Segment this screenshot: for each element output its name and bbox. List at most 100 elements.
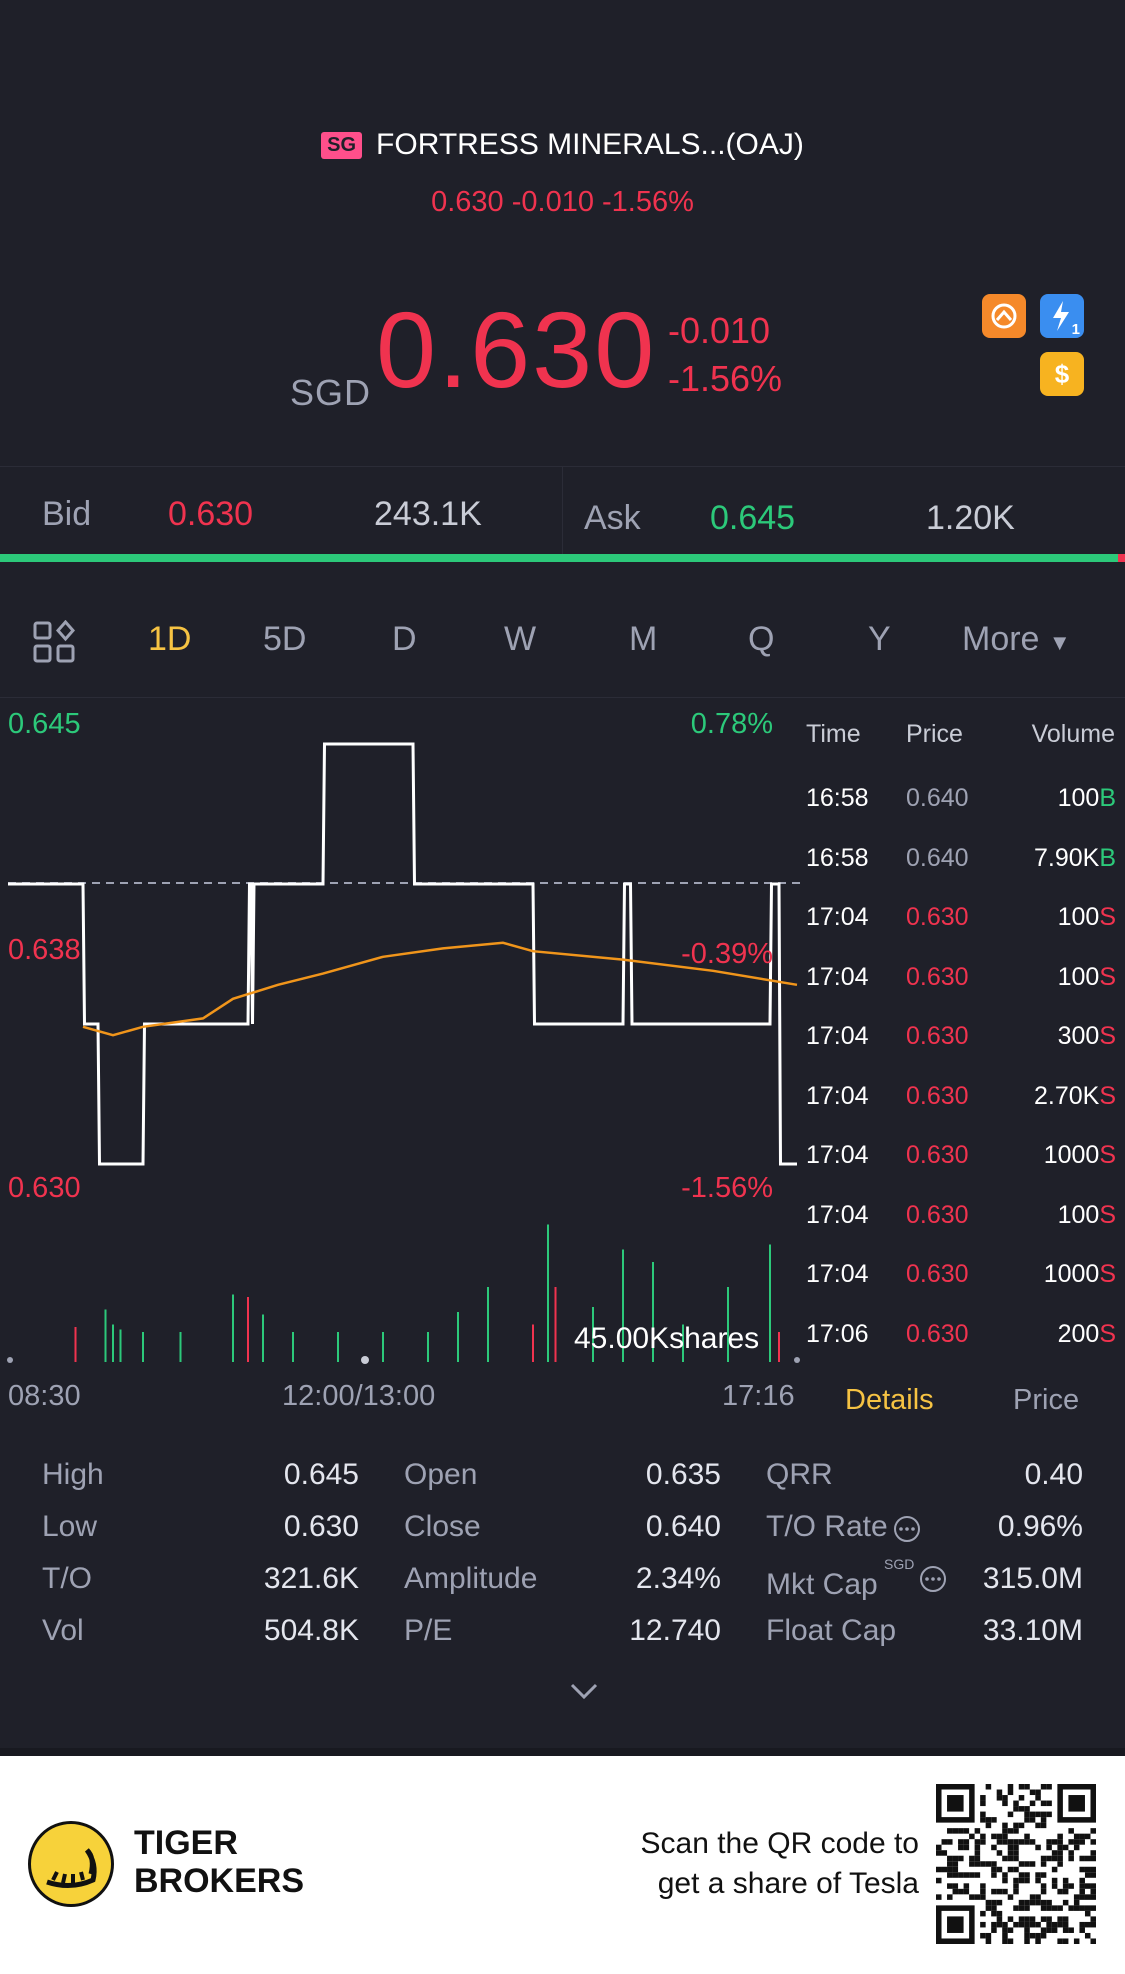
tab-price[interactable]: Price <box>1013 1384 1080 1416</box>
trade-volume-value: 7.90K <box>1033 843 1100 872</box>
time-marker-dot <box>7 1357 13 1363</box>
bid-ask-divider <box>562 467 563 559</box>
stat-value: 0.635 <box>645 1458 721 1491</box>
volume-bar <box>247 1297 249 1362</box>
volume-bar <box>592 1307 594 1362</box>
mkt-cap-currency: SGD <box>884 1556 915 1572</box>
trade-price: 0.630 <box>906 1319 969 1348</box>
brand-line-2: BROKERS <box>134 1862 305 1900</box>
trade-side: S <box>1099 903 1116 931</box>
tab-5d[interactable]: 5D <box>263 620 307 658</box>
bid-price: 0.630 <box>168 495 254 533</box>
trade-price: 0.630 <box>906 1022 969 1050</box>
volume-bar <box>682 1324 684 1362</box>
stat-value: 504.8K <box>263 1614 359 1647</box>
trade-volume-value: 100 <box>1057 784 1100 812</box>
stock-subtitle: 0.630 -0.010 -1.56% <box>431 186 694 218</box>
trade-time: 17:04 <box>806 903 869 931</box>
pct-label-top: 0.78% <box>690 708 773 740</box>
trade-side: S <box>1099 1081 1116 1110</box>
volume-bar <box>652 1262 654 1362</box>
volume-scale-label: 45.00Kshares <box>574 1322 760 1355</box>
chart-type-icon[interactable] <box>32 619 76 669</box>
brand-line-1: TIGER <box>134 1824 238 1862</box>
chevron-down-icon: ▼ <box>1048 630 1071 655</box>
tab-1d[interactable]: 1D <box>148 620 192 658</box>
tab-q[interactable]: Q <box>748 620 775 658</box>
stat-value: 0.40 <box>1024 1458 1083 1491</box>
price-change-percent: -1.56% <box>668 358 783 399</box>
x-label-start: 08:30 <box>8 1380 81 1412</box>
trade-row: 16:58 0.640 7.90KB <box>806 844 1116 874</box>
tab-details[interactable]: Details <box>845 1384 934 1416</box>
tab-y[interactable]: Y <box>868 620 891 658</box>
last-price: 0.630 <box>376 289 657 410</box>
stat-value: 2.34% <box>635 1562 721 1595</box>
intraday-chart[interactable] <box>0 700 800 1370</box>
trade-volume: 100S <box>1058 1201 1116 1230</box>
brand-name: TIGER BROKERS <box>134 1824 304 1900</box>
ask-price: 0.645 <box>710 499 796 537</box>
qr-code-icon[interactable] <box>936 1784 1096 1944</box>
trades-header-price: Price <box>906 720 963 748</box>
trade-side: S <box>1099 962 1116 991</box>
trade-time: 16:58 <box>806 784 869 812</box>
volume-bar <box>487 1287 489 1362</box>
scan-line-1: Scan the QR code to <box>640 1827 920 1860</box>
stock-title[interactable]: FORTRESS MINERALS...(OAJ) <box>376 128 804 161</box>
volume-bar <box>622 1249 624 1362</box>
trade-price: 0.630 <box>906 1260 969 1288</box>
stock-title-bar: SG FORTRESS MINERALS...(OAJ) <box>0 128 1125 162</box>
volume-bar <box>554 1287 557 1362</box>
bid-ask-row: Bid 0.630 243.1K Ask 0.645 1.20K <box>0 466 1125 559</box>
tab-w[interactable]: W <box>504 620 537 658</box>
tab-m[interactable]: M <box>629 620 658 658</box>
ask-label: Ask <box>584 499 641 537</box>
volume-bar <box>179 1332 182 1362</box>
shared-icon[interactable] <box>982 294 1026 338</box>
tiger-logo-icon <box>28 1821 114 1907</box>
y-label-mid: 0.638 <box>8 934 81 966</box>
trade-price: 0.630 <box>906 1200 969 1229</box>
trade-volume-value: 1000 <box>1043 1260 1100 1288</box>
trade-volume: 1000S <box>1044 1141 1116 1170</box>
volume-bar <box>769 1244 771 1362</box>
expand-chevron-icon[interactable] <box>568 1680 600 1707</box>
trade-side: S <box>1099 1260 1116 1288</box>
stat-value: 33.10M <box>982 1614 1083 1647</box>
trade-row: 17:06 0.630 200S <box>806 1320 1116 1350</box>
stat-label: Vol <box>42 1614 84 1647</box>
stat-label: P/E <box>404 1614 453 1647</box>
stat-value: 0.640 <box>645 1510 721 1543</box>
trade-volume: 7.90KB <box>1034 844 1116 873</box>
trade-price: 0.640 <box>906 784 969 812</box>
bid-ask-ratio-bar <box>0 554 1118 562</box>
dollar-icon[interactable]: $ <box>1040 352 1084 396</box>
x-label-end: 17:16 <box>722 1380 795 1412</box>
tab-more-label: More <box>962 620 1040 658</box>
stat-value: 315.0M <box>982 1562 1083 1595</box>
tab-d[interactable]: D <box>392 620 417 658</box>
price-line <box>8 742 797 1166</box>
stat-label: High <box>42 1458 104 1491</box>
currency-label: SGD <box>290 372 372 413</box>
info-icon[interactable] <box>892 1514 922 1552</box>
trade-side: S <box>1099 1319 1116 1348</box>
market-badge: SG <box>321 131 363 159</box>
y-label-top: 0.645 <box>8 708 81 740</box>
info-icon[interactable] <box>918 1564 948 1602</box>
tab-more[interactable]: More ▼ <box>962 620 1071 659</box>
stat-label: Open <box>404 1458 478 1491</box>
price-change: -0.010 <box>668 310 771 351</box>
lightning-icon[interactable]: 1 <box>1040 294 1084 338</box>
trade-row: 17:04 0.630 100S <box>806 1201 1116 1231</box>
y-label-bottom: 0.630 <box>8 1172 81 1204</box>
trade-row: 17:04 0.630 2.70KS <box>806 1082 1116 1112</box>
volume-bar <box>119 1329 122 1362</box>
trade-row: 17:04 0.630 100S <box>806 963 1116 993</box>
volume-bar <box>382 1332 384 1362</box>
volume-bars <box>74 1224 780 1362</box>
pct-label-mid: -0.39% <box>681 938 773 970</box>
time-marker-dot <box>361 1356 369 1364</box>
trade-row: 17:04 0.630 300S <box>806 1022 1116 1052</box>
